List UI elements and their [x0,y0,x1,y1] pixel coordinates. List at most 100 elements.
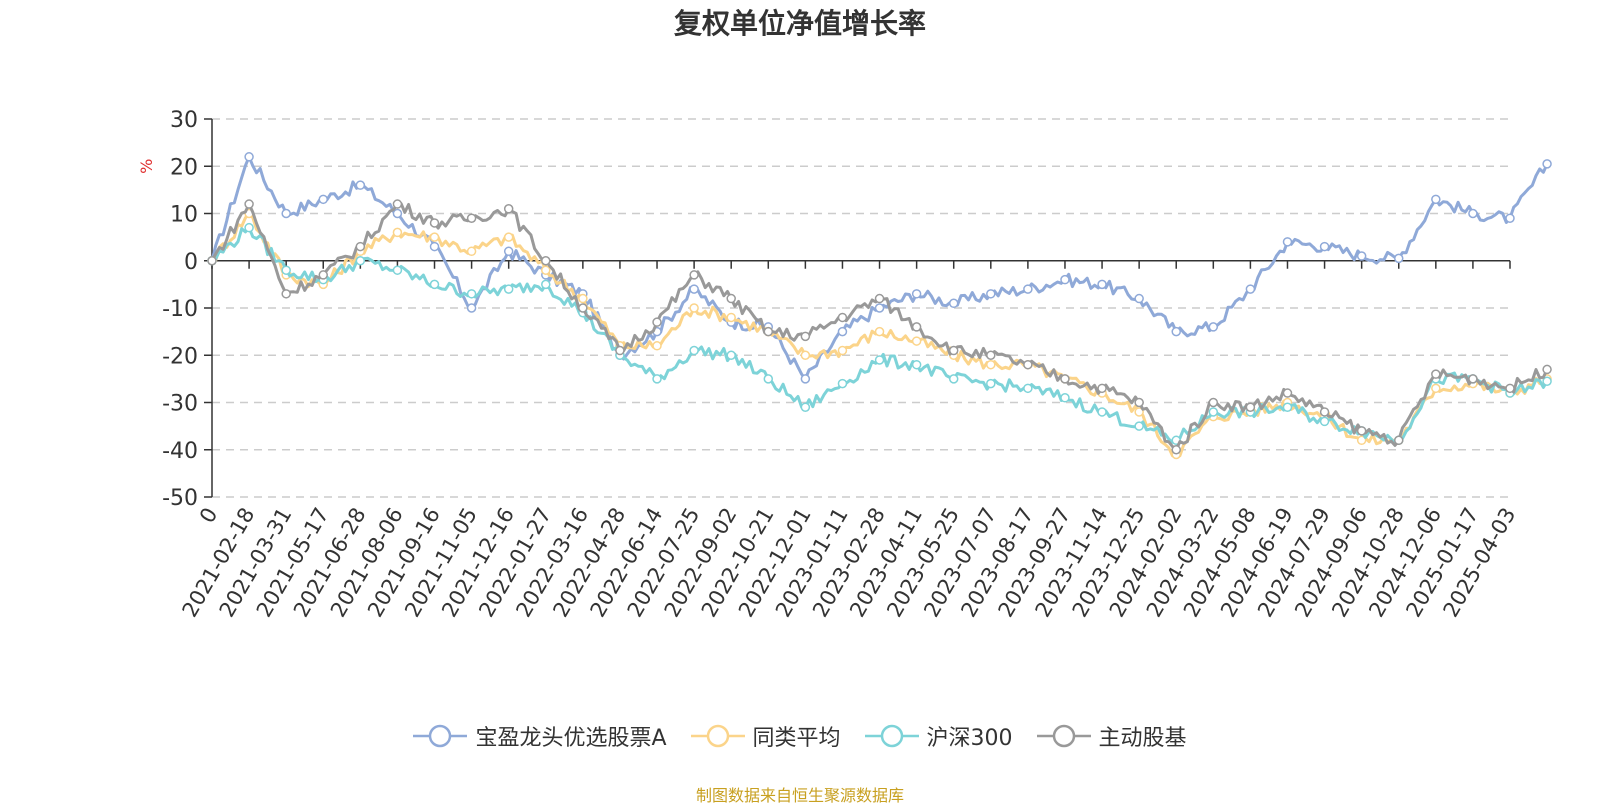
legend-marker-icon [1036,724,1091,748]
data-point [652,341,662,351]
data-point [911,336,922,346]
data-point [1393,435,1404,446]
data-point [1097,407,1107,417]
data-point [392,199,403,209]
legend-label: 同类平均 [752,726,841,751]
y-tick-label: -20 [162,344,198,369]
data-point [800,402,811,412]
data-point [503,204,514,214]
y-tick-label: -40 [162,439,198,464]
data-point [1505,213,1515,223]
data-point [318,270,329,280]
data-point [1171,326,1181,337]
x-tick-label: 0 [195,504,222,528]
data-point [1097,383,1107,394]
data-point [874,293,885,304]
legend-marker-icon [690,724,745,748]
data-point [948,345,959,356]
data-point [726,312,736,323]
data-point [1023,284,1033,294]
data-point [355,256,366,266]
data-point [503,232,514,242]
data-point [689,345,699,356]
legend-item[interactable]: 宝盈龙头优选股票A [413,720,667,752]
data-point [763,326,774,337]
data-point [1319,241,1330,252]
data-point [948,374,959,384]
y-tick-label: 30 [170,108,198,133]
data-point [244,222,254,233]
data-point [1393,253,1404,264]
legend-item[interactable]: 主动股基 [1036,720,1187,752]
data-point [1208,397,1219,408]
legend-item[interactable]: 沪深300 [864,720,1013,752]
data-point [1356,435,1367,446]
data-point [578,293,588,304]
data-point [1060,374,1070,384]
data-point [911,322,922,332]
data-point [837,378,848,389]
data-point [1282,402,1293,412]
chart-title: 复权单位净值增长率 [673,7,926,40]
legend-marker-icon [413,724,468,748]
data-point [1134,293,1144,304]
data-point [1208,322,1219,332]
data-point [986,359,996,370]
data-point [1171,445,1181,455]
data-point [578,303,588,313]
y-tick-label: -50 [162,486,198,511]
data-point [392,265,403,275]
data-point [1134,407,1144,417]
legend-item[interactable]: 同类平均 [690,720,841,752]
y-axis-title: % [137,159,156,174]
legend-label: 主动股基 [1098,726,1187,751]
data-point [466,303,477,313]
data-point [652,317,662,327]
data-point [541,279,551,290]
data-point [318,194,329,205]
data-point [1134,397,1144,408]
data-point [466,289,477,299]
data-point [726,350,736,360]
data-point [689,303,699,313]
legend-marker-icon [864,724,919,748]
data-point [1319,407,1330,417]
data-point [1134,421,1144,431]
data-point [874,303,885,313]
data-point [986,289,996,299]
data-point [281,289,291,299]
data-point [837,326,848,337]
data-point [207,256,217,266]
data-point [986,350,996,360]
data-point [281,208,291,219]
data-point [837,345,848,356]
data-point [466,213,477,223]
data-point [1208,407,1219,417]
y-tick-label: -30 [162,392,198,417]
data-point [911,289,922,299]
data-point [1282,388,1293,398]
data-point [1542,159,1552,169]
data-point [1468,208,1478,219]
data-point [429,218,440,228]
data-point [541,256,551,266]
data-point [503,284,514,294]
grid-lines [212,118,1510,498]
data-point [689,270,699,280]
data-point [466,246,477,257]
data-point [541,265,551,275]
data-point [911,359,922,370]
data-point [689,284,699,294]
data-point [1356,426,1367,436]
data-point [800,374,811,384]
data-point [800,331,811,342]
legend-label: 宝盈龙头优选股票A [475,726,667,751]
data-point [1319,416,1330,427]
data-point [1023,383,1033,394]
data-point [1431,194,1441,205]
data-point [503,246,514,257]
data-point [429,279,440,290]
data-point [652,374,662,384]
data-point [1023,359,1033,370]
